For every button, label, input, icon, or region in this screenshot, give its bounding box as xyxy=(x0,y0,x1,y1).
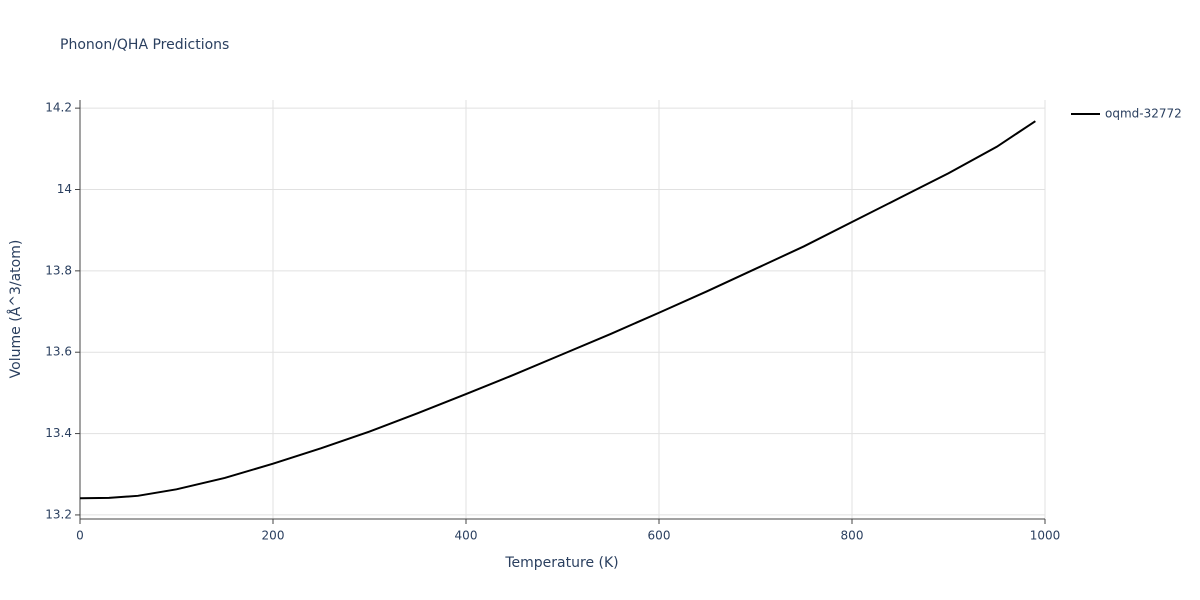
x-tick-label: 1000 xyxy=(1030,529,1061,543)
y-tick-label: 13.4 xyxy=(45,426,72,440)
x-tick-label: 400 xyxy=(455,529,478,543)
chart-title: Phonon/QHA Predictions xyxy=(60,37,229,53)
x-axis-title: Temperature (K) xyxy=(504,555,618,571)
x-tick-label: 0 xyxy=(76,529,84,543)
legend-label: oqmd-32772 xyxy=(1105,107,1182,121)
y-tick-label: 13.6 xyxy=(45,345,72,359)
y-axis-title: Volume (Å^3/atom) xyxy=(7,240,24,379)
data-line xyxy=(79,120,1036,500)
x-tick-label: 200 xyxy=(262,529,285,543)
y-tick-label: 13.8 xyxy=(45,263,72,277)
y-tick-label: 14.2 xyxy=(45,101,72,115)
x-tick-label: 600 xyxy=(648,529,671,543)
y-tick-label: 13.2 xyxy=(45,507,72,521)
x-tick-label: 800 xyxy=(841,529,864,543)
y-tick-label: 14 xyxy=(57,182,72,196)
